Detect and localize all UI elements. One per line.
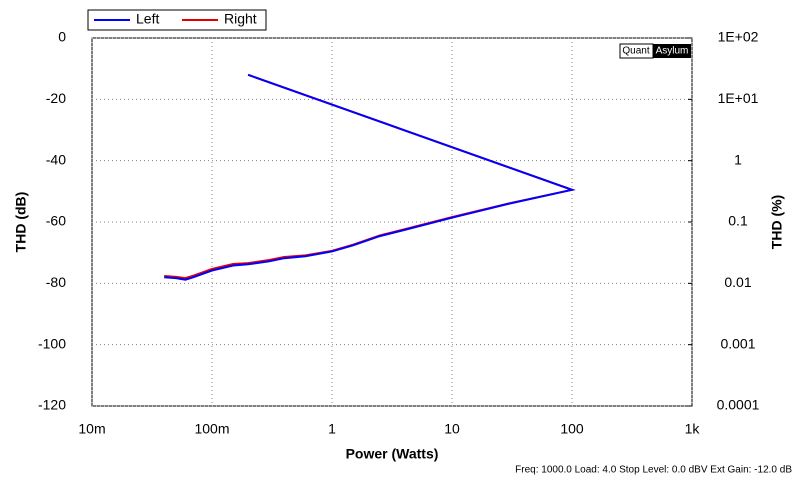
x-tick-label: 10 (444, 421, 460, 437)
x-tick-label: 1k (685, 421, 701, 437)
y2-tick-label: 0.0001 (717, 397, 760, 413)
x-tick-label: 100m (194, 421, 229, 437)
y-tick-label: -80 (46, 274, 66, 290)
y2-tick-label: 0.001 (720, 335, 755, 351)
y-tick-label: -120 (38, 397, 66, 413)
footer: Freq: 1000.0 Load: 4.0 Stop Level: 0.0 d… (515, 465, 792, 476)
y2-tick-label: 1E+02 (718, 29, 759, 45)
y-tick-label: -20 (46, 90, 66, 106)
y-tick-label: 0 (58, 29, 66, 45)
logo-text: Asylum (656, 46, 689, 57)
series-line (164, 73, 576, 281)
y-tick-label: -60 (46, 213, 66, 229)
logo-text: Quant (622, 46, 649, 57)
legend-label: Right (224, 11, 257, 27)
legend-label: Left (136, 11, 159, 27)
y-axis-title: THD (dB) (13, 192, 29, 253)
x-tick-label: 1 (328, 421, 336, 437)
y2-axis-title: THD (%) (769, 195, 785, 249)
y2-tick-label: 0.1 (728, 213, 748, 229)
y-tick-label: -40 (46, 151, 66, 167)
y2-tick-label: 0.01 (724, 274, 751, 290)
y-tick-label: -100 (38, 335, 66, 351)
logo-box (653, 44, 691, 58)
x-axis-title: Power (Watts) (346, 446, 439, 462)
y2-tick-label: 1E+01 (718, 90, 759, 106)
x-tick-label: 100 (560, 421, 584, 437)
legend (87, 9, 267, 31)
logo: Quant Asylum (619, 43, 691, 59)
y2-tick-label: 1 (734, 151, 742, 167)
x-tick-label: 10m (78, 421, 105, 437)
